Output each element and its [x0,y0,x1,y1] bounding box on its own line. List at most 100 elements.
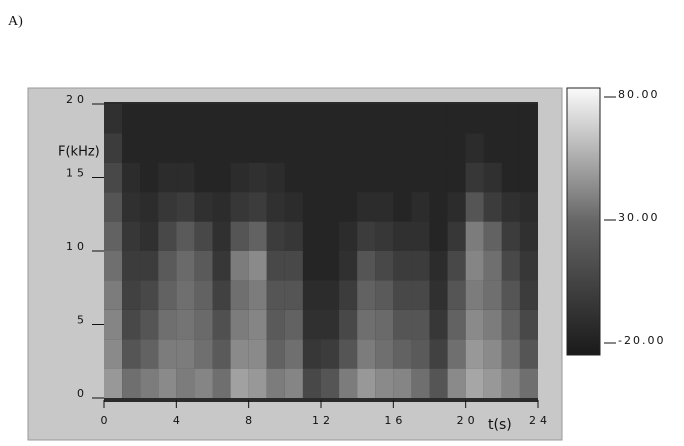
heat-cell [230,309,249,340]
heat-cell [248,368,267,398]
heat-cell [122,221,141,251]
y-tick-label: 5 [77,314,88,327]
heat-cell [393,280,412,310]
heat-cell [284,162,303,193]
heat-cell [284,104,303,134]
heat-cell [357,280,376,310]
heat-cell [266,162,285,193]
heat-cell [501,280,520,310]
y-axis-label: F(kHz) [58,145,100,160]
heat-cell [158,221,177,251]
x-tick-label: 24 [529,414,551,427]
heat-cell [519,104,538,134]
heat-cell [230,280,249,310]
heat-cell [194,133,213,163]
heat-cell [321,339,340,369]
heat-cell [104,339,123,369]
heat-cell [393,251,412,281]
heat-cell [230,368,249,398]
colorbar-tick-label: -20.00 [618,334,665,347]
heat-cell [375,280,394,310]
heat-cell [411,192,430,222]
heat-cell [122,104,141,134]
heat-cell [230,104,249,134]
heat-cell [248,339,267,369]
heat-cell [447,280,466,310]
heat-cell [284,339,303,369]
heat-cell [302,162,321,193]
heat-cell [140,192,159,222]
heat-cell [302,280,321,310]
heat-cell [483,339,502,369]
heat-cell [321,251,340,281]
heat-cell [519,162,538,193]
heat-cell [483,192,502,222]
y-tick-label: 10 [66,240,88,253]
heat-cell [519,368,538,398]
x-tick-label: 8 [245,414,256,427]
heat-cell [447,221,466,251]
heat-cell [357,221,376,251]
heat-cell [104,280,123,310]
heat-cell [483,309,502,340]
heat-cell [158,192,177,222]
heat-cell [393,133,412,163]
heat-cell [357,104,376,134]
heat-cell [429,192,448,222]
heat-cell [140,104,159,134]
heat-cell [140,162,159,193]
heat-cell [465,221,484,251]
heat-cell [483,133,502,163]
heat-cell [357,339,376,369]
heat-cell [411,221,430,251]
heat-cell [519,339,538,369]
heat-cell [122,251,141,281]
heat-cell [302,368,321,398]
heat-cell [393,192,412,222]
heat-cell [519,133,538,163]
heat-cell [375,221,394,251]
heat-cell [447,309,466,340]
heat-cell [158,162,177,193]
heat-cell [122,368,141,398]
heat-cell [104,192,123,222]
heat-cell [230,133,249,163]
heat-cell [447,162,466,193]
x-tick-label: 0 [101,414,112,427]
heat-cell [393,309,412,340]
heat-cell [411,309,430,340]
heat-cell [501,162,520,193]
heat-cell [375,192,394,222]
heat-cell [266,339,285,369]
heat-cell [158,309,177,340]
heat-cell [357,368,376,398]
heat-cell [104,162,123,193]
heat-cell [393,104,412,134]
heat-cell [483,251,502,281]
heat-cell [429,251,448,281]
heat-cell [104,221,123,251]
heat-cell [122,192,141,222]
heat-cell [483,104,502,134]
heat-cell [266,104,285,134]
heat-cell [212,251,231,281]
heat-cell [230,339,249,369]
heat-cell [158,339,177,369]
heat-cell [176,339,195,369]
heat-cell [266,192,285,222]
heat-cell [465,133,484,163]
heat-cell [266,280,285,310]
colorbar-tick-label: 80.00 [618,88,660,101]
heat-cell [284,133,303,163]
heat-cell [248,280,267,310]
heat-cell [302,339,321,369]
heat-cell [284,221,303,251]
heat-cell [302,192,321,222]
heat-cell [140,133,159,163]
heat-cell [447,104,466,134]
heat-cell [104,309,123,340]
heat-cell [302,309,321,340]
heat-cell [321,133,340,163]
heat-cell [284,309,303,340]
